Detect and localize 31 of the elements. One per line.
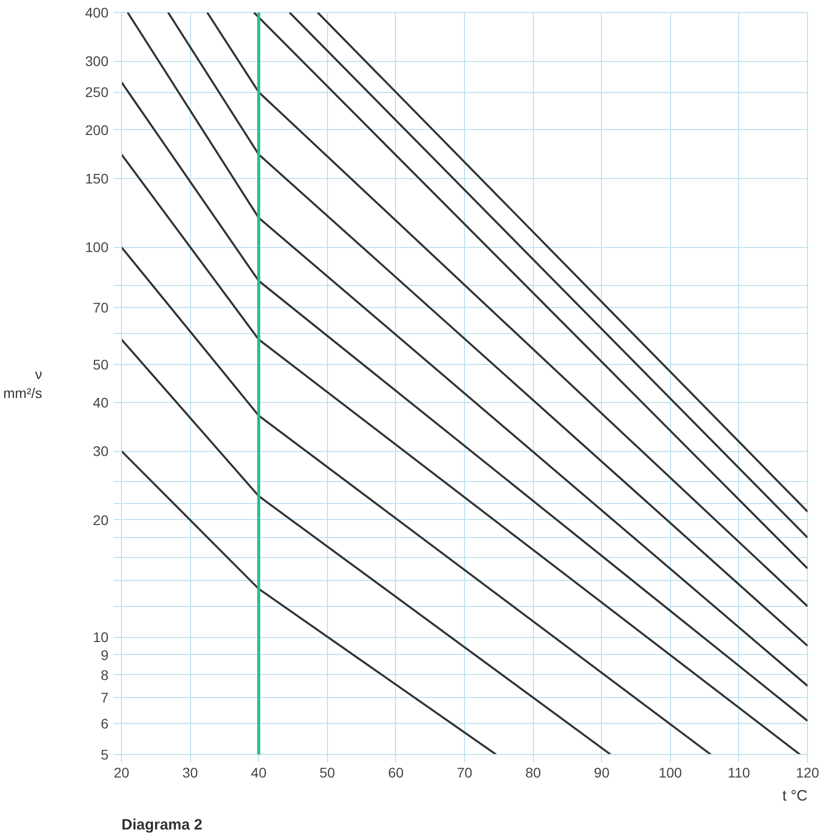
y-tick-label: 100 <box>85 239 109 256</box>
x-tick-label: 40 <box>250 764 267 780</box>
y-tick-label: 7 <box>100 690 109 706</box>
y-axis-title: ν mm²/s <box>3 366 42 402</box>
y-tick-label: 250 <box>85 84 109 100</box>
y-tick-label: 30 <box>92 443 109 460</box>
x-tick-label: 120 <box>796 764 820 780</box>
y-tick-label: 20 <box>92 512 109 528</box>
x-tick-label: 50 <box>320 764 336 780</box>
y-tick-label: 6 <box>100 716 109 732</box>
x-tick-label: 20 <box>114 764 130 780</box>
text: Diagrama 2 <box>122 816 202 834</box>
y-tick-label: 150 <box>85 170 109 187</box>
x-tick-label: 30 <box>182 764 198 780</box>
y-tick-label: 8 <box>100 666 109 683</box>
y-tick-label: 5 <box>100 746 109 762</box>
x-tick-label: 100 <box>658 764 682 780</box>
y-tick-label: 9 <box>100 646 109 663</box>
y-tick-label: 200 <box>85 122 109 138</box>
y-tick-label: 300 <box>85 53 109 70</box>
x-axis-title: t °C <box>782 788 808 804</box>
y-tick-label: 10 <box>92 629 109 646</box>
x-tick-label: 70 <box>456 764 472 780</box>
y-tick-label: 400 <box>85 4 109 20</box>
y-tick-label: 40 <box>92 394 109 410</box>
x-tick-label: 60 <box>388 764 404 780</box>
x-tick-label: 90 <box>594 764 610 780</box>
x-tick-label: 110 <box>728 764 750 780</box>
x-tick-label: 80 <box>525 764 542 780</box>
y-tick-label: 70 <box>92 300 109 316</box>
y-tick-label: 50 <box>92 356 109 373</box>
